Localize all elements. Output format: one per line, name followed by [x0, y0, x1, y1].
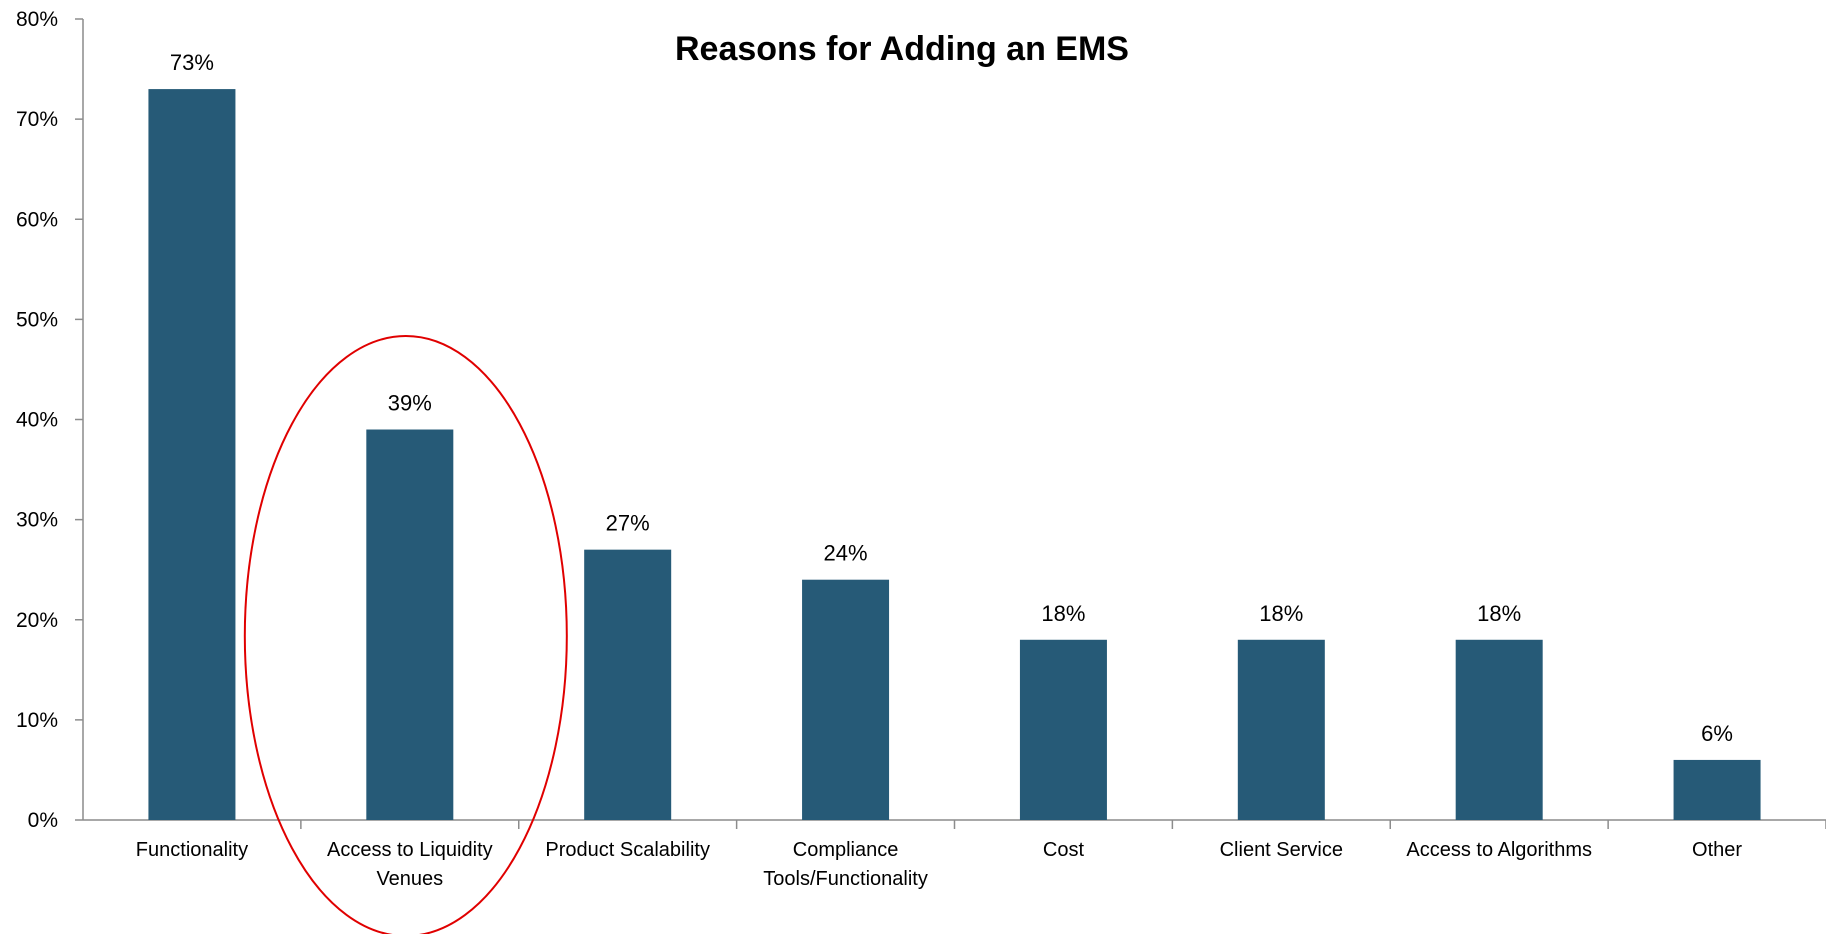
category-label: Other: [1692, 839, 1742, 861]
data-labels: 73% 39% 27% 24% 18% 18% 18% 6%: [170, 50, 1733, 746]
y-tick-label: 50%: [16, 308, 58, 331]
data-label: 27%: [606, 511, 650, 536]
y-tick-label: 20%: [16, 609, 58, 632]
data-label: 18%: [1477, 601, 1521, 626]
y-tick-label: 70%: [16, 108, 58, 131]
category-label: Compliance Tools/Functionality: [763, 839, 928, 890]
data-label: 18%: [1259, 601, 1303, 626]
y-tick-label: 40%: [16, 409, 58, 432]
y-tick-label: 80%: [16, 8, 58, 31]
highlight-layer: [243, 335, 568, 934]
y-axis: 0% 10% 20% 30% 40% 50% 60% 70% 80%: [16, 8, 84, 832]
bars: [148, 89, 1761, 820]
y-tick-label: 30%: [16, 509, 58, 532]
chart-title: Reasons for Adding an EMS: [675, 30, 1129, 68]
bar: [148, 89, 236, 820]
highlight-ellipse: [243, 335, 568, 934]
bar: [1673, 759, 1761, 820]
bar: [1019, 639, 1107, 820]
data-label: 73%: [170, 50, 214, 75]
category-label: Client Service: [1220, 839, 1343, 861]
category-label: Access to Algorithms: [1406, 839, 1592, 861]
y-tick-label: 0%: [28, 809, 58, 832]
bar: [802, 579, 890, 820]
category-label: Cost: [1043, 839, 1085, 861]
y-tick-label: 10%: [16, 709, 58, 732]
category-label: Functionality: [136, 839, 248, 861]
y-tick-label: 60%: [16, 208, 58, 231]
data-label: 39%: [388, 391, 432, 416]
bar: [1455, 639, 1543, 820]
data-label: 18%: [1041, 601, 1085, 626]
bar: [584, 549, 672, 820]
x-axis: [83, 819, 1826, 829]
category-labels: Functionality Access to Liquidity Venues Pr…: [136, 839, 1743, 890]
bar: [1237, 639, 1325, 820]
data-label: 6%: [1701, 721, 1733, 746]
category-label: Access to Liquidity Venues: [327, 839, 493, 890]
data-label: 24%: [824, 541, 868, 566]
category-label: Product Scalability: [545, 839, 710, 861]
bar: [366, 429, 454, 820]
